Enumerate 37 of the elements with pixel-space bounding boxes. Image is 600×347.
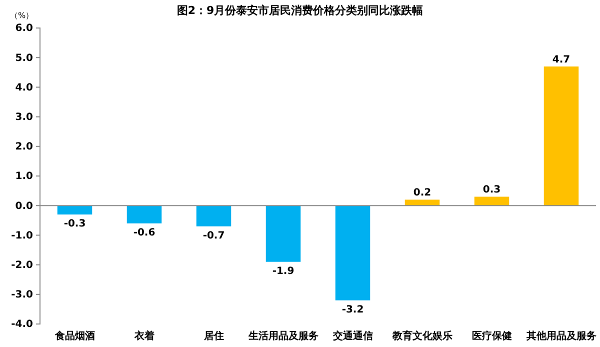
x-tick-label: 教育文化娱乐 [391, 330, 452, 342]
chart-title: 图2：9月份泰安市居民消费价格分类别同比涨跌幅 [176, 4, 424, 17]
x-tick-label: 居住 [202, 330, 224, 342]
bar [126, 206, 162, 224]
y-tick-label: 4.0 [15, 82, 34, 94]
bar [474, 196, 510, 206]
data-label: -1.9 [272, 266, 294, 277]
y-tick-label: 2.0 [15, 142, 34, 153]
y-tick-label: 3.0 [15, 112, 34, 123]
bar [404, 200, 440, 206]
y-tick-label: 5.0 [15, 52, 34, 64]
x-tick-label: 生活用品及服务 [247, 330, 318, 342]
data-label: 0.3 [482, 184, 501, 196]
x-tick-label: 医疗保健 [472, 330, 512, 342]
x-tick-label: 衣着 [133, 330, 154, 342]
bar [57, 206, 92, 214]
x-tick-label: 交通通信 [332, 330, 373, 342]
y-tick-label: -4.0 [11, 319, 34, 330]
y-axis-title: （%） [10, 11, 34, 20]
bar [335, 206, 370, 300]
data-label: 0.2 [413, 188, 432, 199]
bar [544, 66, 579, 206]
data-label: -0.3 [64, 218, 86, 230]
bar [196, 206, 232, 226]
y-tick-label: -2.0 [11, 260, 34, 271]
y-tick-label: 6.0 [15, 23, 34, 34]
x-tick-label: 其他用品及服务 [525, 330, 596, 342]
y-tick-label: -3.0 [11, 290, 34, 301]
data-label: -0.6 [133, 227, 156, 238]
data-label: -0.7 [202, 230, 225, 242]
bar [266, 206, 301, 262]
y-tick-label: 0.0 [15, 200, 34, 212]
x-tick-label: 食品烟酒 [54, 330, 95, 342]
data-label: -3.2 [342, 304, 364, 316]
data-label: 4.7 [552, 54, 570, 66]
y-tick-label: 1.0 [15, 171, 34, 182]
y-tick-label: -1.0 [11, 230, 34, 242]
